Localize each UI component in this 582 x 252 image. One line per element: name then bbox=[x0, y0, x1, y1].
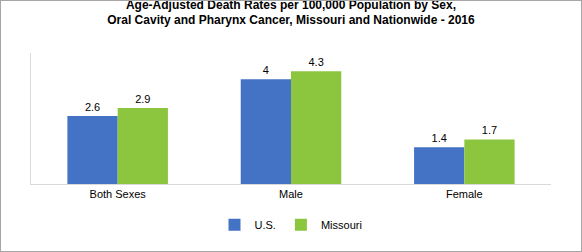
svg-text:Both Sexes: Both Sexes bbox=[90, 188, 147, 200]
svg-text:2.9: 2.9 bbox=[135, 93, 150, 105]
svg-text:2.6: 2.6 bbox=[85, 101, 100, 113]
svg-text:Missouri: Missouri bbox=[321, 219, 362, 231]
svg-text:U.S.: U.S. bbox=[255, 219, 276, 231]
svg-text:Female: Female bbox=[446, 188, 483, 200]
svg-text:1.4: 1.4 bbox=[432, 132, 447, 144]
svg-text:Male: Male bbox=[279, 188, 303, 200]
svg-text:Age-Adjusted Death Rates per 1: Age-Adjusted Death Rates per 100,000 Pop… bbox=[107, 1, 475, 27]
svg-text:4: 4 bbox=[263, 64, 269, 76]
svg-text:4.3: 4.3 bbox=[308, 56, 323, 68]
svg-text:1.7: 1.7 bbox=[482, 124, 497, 136]
